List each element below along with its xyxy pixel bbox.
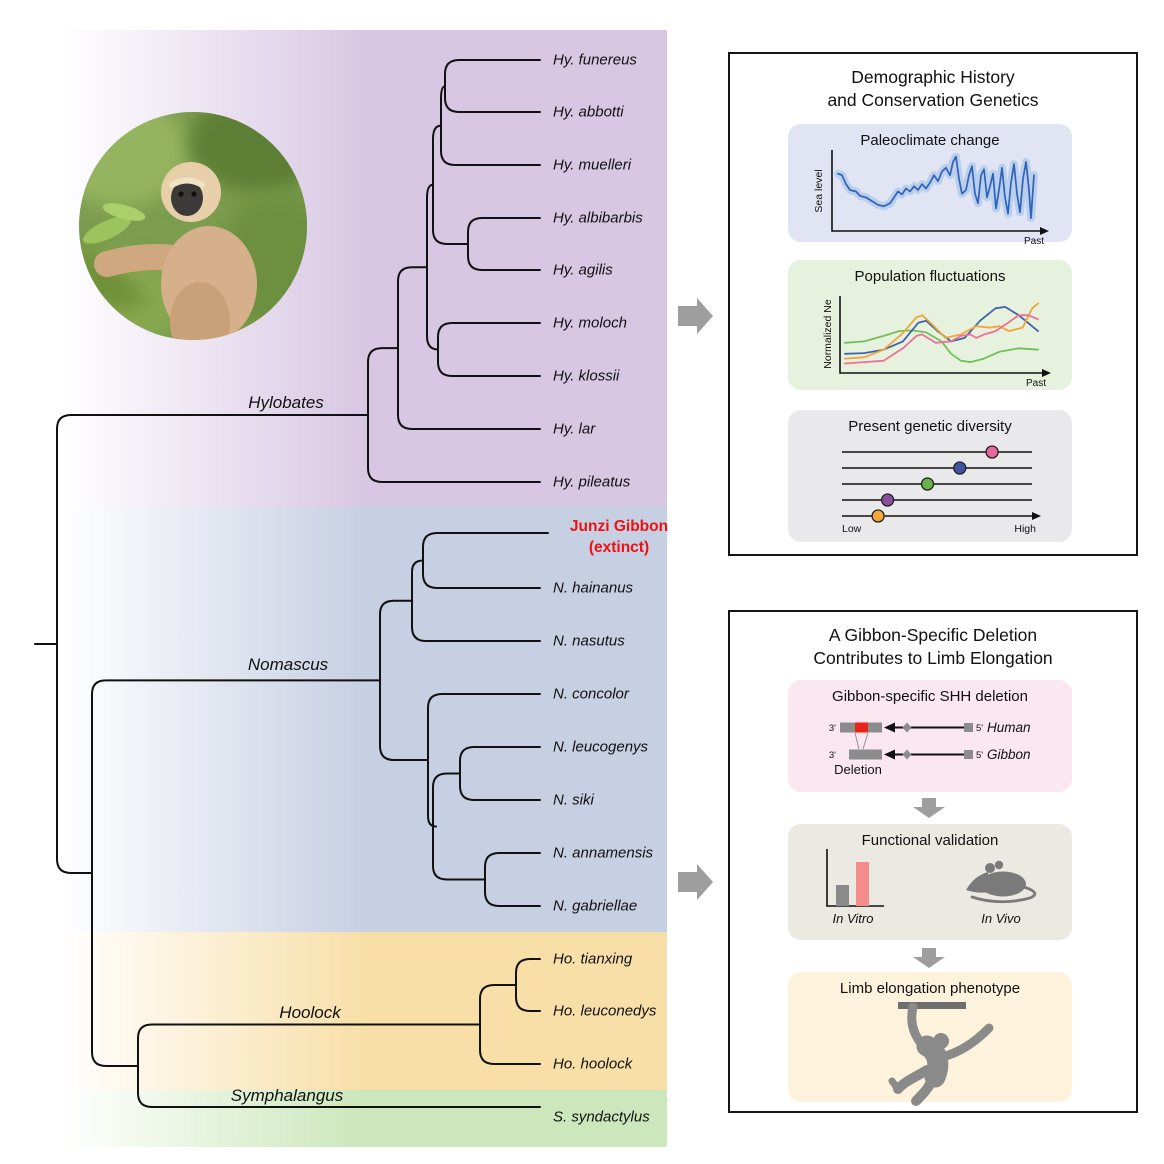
shh-box-title: Gibbon-specific SHH deletion	[832, 688, 1028, 705]
junzi-name: Junzi Gibbon	[569, 518, 669, 536]
paleoclimate-box-title: Paleoclimate change	[860, 132, 1000, 149]
junzi-extinct-note: (extinct)	[588, 539, 650, 556]
panel-demographic-history: Demographic History and Conservation Gen…	[728, 52, 1138, 556]
deletion-title-line2: Contributes to Limb Elongation	[813, 647, 1053, 668]
limb-phenotype-box: Limb elongation phenotype	[788, 972, 1072, 1102]
tip-label-nasutus: N. nasutus	[553, 632, 625, 650]
limb-box-title: Limb elongation phenotype	[839, 980, 1021, 997]
panel-gibbon-deletion: A Gibbon-Specific Deletion Contributes t…	[728, 610, 1138, 1113]
deletion-panel-title: A Gibbon-Specific Deletion Contributes t…	[730, 624, 1136, 670]
genus-label-nomascus: Nomascus	[247, 655, 329, 674]
tip-label-leuconedys: Ho. leuconedys	[553, 1002, 657, 1020]
tree-to-panel-arrows	[678, 298, 713, 900]
tip-label-leucogenys: N. leucogenys	[553, 738, 649, 756]
tip-label-junzi: Junzi Gibbon (extinct)	[551, 517, 687, 559]
tip-label-muelleri: Hy. muelleri	[553, 156, 632, 174]
tip-label-lar: Hy. lar	[553, 420, 596, 438]
gibbon-photo	[79, 112, 307, 340]
right-arrow-icon	[678, 298, 713, 334]
genus-label-symphalangus: Symphalangus	[230, 1086, 344, 1105]
tip-label-concolor: N. concolor	[553, 685, 629, 703]
tip-label-agilis: Hy. agilis	[553, 261, 613, 279]
tip-label-gabriellae: N. gabriellae	[553, 897, 638, 915]
tip-label-pileatus: Hy. pileatus	[553, 473, 631, 491]
population-box: Population fluctuations	[788, 260, 1072, 390]
shh-deletion-box: Gibbon-specific SHH deletion	[788, 680, 1072, 792]
tip-label-siki: N. siki	[553, 791, 594, 809]
tip-label-klossii: Hy. klossii	[553, 367, 620, 385]
right-arrow-icon	[678, 864, 713, 900]
validation-box-title: Functional validation	[861, 832, 999, 849]
genus-label-hoolock: Hoolock	[279, 1003, 341, 1022]
demography-panel-title: Demographic History and Conservation Gen…	[730, 66, 1136, 112]
gibbon-photo-art	[79, 112, 307, 340]
paleoclimate-box: Paleoclimate change	[788, 124, 1072, 242]
demography-title-line1: Demographic History	[851, 67, 1015, 87]
population-box-title: Population fluctuations	[854, 268, 1006, 285]
tip-label-abbotti: Hy. abbotti	[553, 103, 624, 121]
diversity-box-title: Present genetic diversity	[848, 418, 1012, 435]
band-nomascus	[62, 507, 667, 932]
tip-label-albibarbis: Hy. albibarbis	[553, 209, 643, 227]
functional-validation-box: Functional validation	[788, 824, 1072, 940]
demography-title-line2: and Conservation Genetics	[827, 89, 1039, 110]
tip-label-syndactylus: S. syndactylus	[553, 1108, 650, 1126]
tip-label-hainanus: N. hainanus	[553, 579, 634, 597]
deletion-title-line1: A Gibbon-Specific Deletion	[828, 625, 1038, 645]
diversity-box: Present genetic diversity	[788, 410, 1072, 542]
genus-label-hylobates: Hylobates	[248, 393, 324, 412]
tip-label-hoolock: Ho. hoolock	[553, 1055, 633, 1073]
tip-label-tianxing: Ho. tianxing	[553, 950, 633, 968]
tip-label-annamensis: N. annamensis	[553, 844, 654, 862]
tip-label-funereus: Hy. funereus	[553, 51, 637, 69]
tip-label-moloch: Hy. moloch	[553, 314, 627, 332]
